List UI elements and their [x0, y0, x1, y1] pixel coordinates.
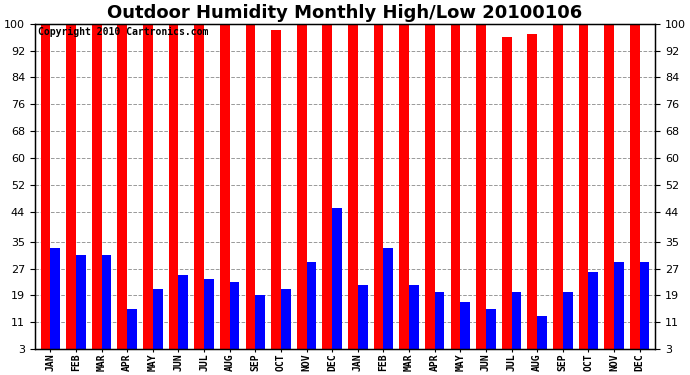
Bar — [204, 279, 214, 349]
Bar — [409, 285, 419, 349]
Bar — [230, 282, 239, 349]
Bar — [451, 24, 460, 349]
Bar — [127, 309, 137, 349]
Bar — [220, 24, 230, 349]
Bar — [246, 24, 255, 349]
Bar — [425, 24, 435, 349]
Bar — [553, 24, 563, 349]
Bar — [400, 24, 409, 349]
Bar — [630, 24, 640, 349]
Bar — [604, 24, 614, 349]
Bar — [374, 24, 384, 349]
Bar — [538, 315, 547, 349]
Bar — [76, 255, 86, 349]
Text: Copyright 2010 Cartronics.com: Copyright 2010 Cartronics.com — [38, 27, 208, 37]
Bar — [195, 24, 204, 349]
Bar — [322, 24, 332, 349]
Bar — [640, 262, 649, 349]
Bar — [502, 37, 511, 349]
Bar — [486, 309, 495, 349]
Bar — [348, 24, 358, 349]
Bar — [579, 24, 589, 349]
Bar — [527, 34, 538, 349]
Bar — [589, 272, 598, 349]
Bar — [306, 262, 316, 349]
Bar — [271, 30, 281, 349]
Bar — [143, 24, 152, 349]
Title: Outdoor Humidity Monthly High/Low 20100106: Outdoor Humidity Monthly High/Low 201001… — [108, 4, 582, 22]
Bar — [563, 292, 573, 349]
Bar — [50, 248, 60, 349]
Bar — [168, 24, 179, 349]
Bar — [117, 24, 127, 349]
Bar — [101, 255, 111, 349]
Bar — [66, 24, 76, 349]
Bar — [255, 296, 265, 349]
Bar — [358, 285, 368, 349]
Bar — [614, 262, 624, 349]
Bar — [511, 292, 522, 349]
Bar — [384, 248, 393, 349]
Bar — [460, 302, 470, 349]
Bar — [41, 24, 50, 349]
Bar — [435, 292, 444, 349]
Bar — [281, 289, 290, 349]
Bar — [476, 24, 486, 349]
Bar — [179, 275, 188, 349]
Bar — [297, 24, 306, 349]
Bar — [152, 289, 163, 349]
Bar — [92, 24, 101, 349]
Bar — [332, 208, 342, 349]
